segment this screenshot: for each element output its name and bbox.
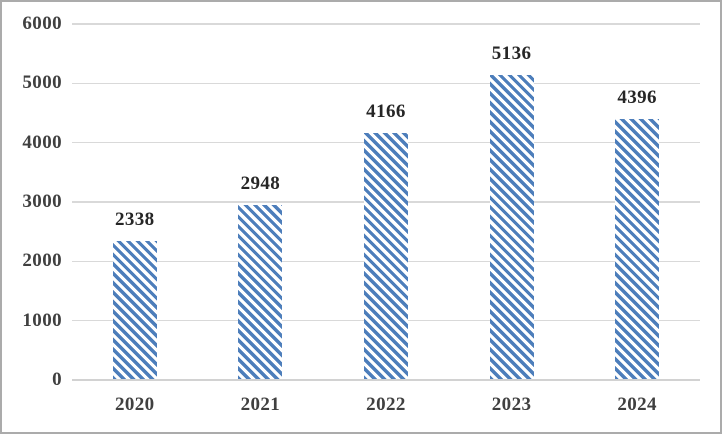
y-tick-label: 2000 (22, 250, 62, 272)
plot-area: 2338 2948 4166 5136 4396 (72, 23, 700, 381)
bar (489, 75, 534, 380)
gridline (72, 82, 700, 85)
x-tick-label: 2021 (240, 394, 281, 415)
x-tick-label: 2020 (114, 394, 155, 415)
bar-value-label: 4396 (617, 87, 657, 109)
x-tick-label: 2024 (617, 394, 657, 415)
y-tick-label: 0 (52, 369, 62, 390)
x-axis-labels: 2020 2021 2022 2023 2024 (72, 394, 700, 416)
gridline (72, 23, 700, 25)
bar-column: 4166 (323, 24, 449, 380)
bar-value-label: 4166 (366, 100, 406, 122)
bar-value-label: 5136 (491, 43, 532, 65)
bar (238, 205, 283, 380)
bars-row: 2338 2948 4166 5136 4396 (72, 24, 700, 380)
bar-value-label: 2338 (114, 209, 155, 231)
y-tick-label: 4000 (22, 131, 62, 153)
bar-column: 2948 (198, 24, 324, 380)
bar-column: 5136 (449, 24, 575, 380)
y-tick-label: 3000 (22, 191, 62, 212)
x-axis-line (72, 379, 700, 381)
bar-value-label: 2948 (240, 173, 281, 195)
y-tick-label: 1000 (22, 309, 62, 331)
x-tick-label: 2023 (491, 394, 532, 415)
bar-column: 2338 (72, 24, 198, 380)
y-tick-label: 6000 (22, 13, 62, 34)
bar-column: 4396 (574, 24, 700, 380)
bar (363, 132, 408, 380)
y-tick-label: 5000 (22, 72, 62, 94)
x-tick-label: 2022 (366, 394, 406, 415)
bar (615, 119, 660, 380)
bar (112, 241, 157, 380)
